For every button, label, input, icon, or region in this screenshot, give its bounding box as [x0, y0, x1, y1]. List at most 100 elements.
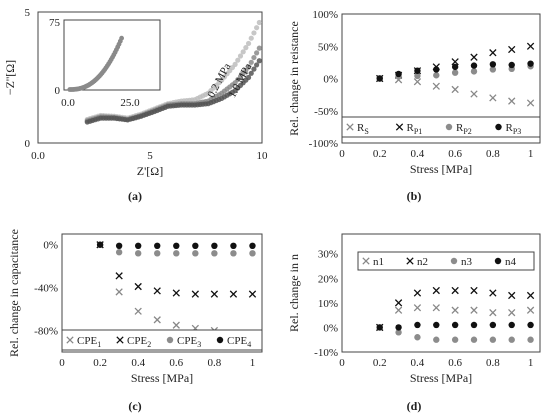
legend-marker	[66, 336, 74, 344]
data-point	[508, 61, 515, 69]
x-axis-label: Z'[Ω]	[137, 164, 163, 178]
caption-b: (b)	[407, 189, 422, 203]
legend-marker	[495, 123, 502, 131]
data-point	[173, 242, 180, 249]
data-point	[432, 82, 440, 90]
data-point	[256, 19, 262, 26]
caption-a: (a)	[128, 189, 142, 203]
data-point	[526, 291, 535, 300]
legend-box	[357, 251, 535, 271]
x-tick-label: 0.6	[448, 357, 462, 369]
data-point	[172, 321, 180, 329]
data-point	[470, 306, 478, 314]
inset-y-tick-label: 0	[55, 85, 61, 97]
data-point	[115, 242, 123, 249]
data-point	[134, 250, 142, 257]
data-point	[395, 70, 402, 78]
y-tick-label: -80%	[34, 326, 58, 338]
data-point	[451, 321, 459, 329]
y-axis-label: −Z''[Ω]	[3, 60, 17, 95]
data-point	[451, 69, 459, 76]
legend-label: n2	[417, 256, 428, 268]
legend-label-main: R	[357, 122, 365, 134]
x-tick-label: 0.2	[373, 148, 387, 160]
data-point	[413, 304, 422, 312]
legend-marker	[362, 257, 370, 265]
data-point	[433, 66, 440, 73]
x-tick-label: 0.2	[373, 357, 387, 369]
data-point	[249, 250, 256, 257]
caption-d: (d)	[407, 399, 422, 413]
data-point	[470, 321, 478, 329]
legend-label: CPE4	[227, 335, 251, 349]
y-tick-label: -10%	[314, 347, 338, 359]
data-point	[451, 63, 459, 71]
y-axis-label: Rel. change in n	[287, 254, 301, 332]
x-tick-label: 5	[147, 150, 153, 162]
data-point	[526, 42, 535, 50]
data-point	[115, 288, 123, 296]
legend-label-subscript: 4	[247, 340, 251, 349]
data-point	[376, 75, 383, 82]
data-point	[251, 66, 257, 72]
legend-label: CPE3	[177, 335, 201, 349]
y-tick-label: 20%	[318, 273, 338, 285]
data-point	[413, 78, 422, 86]
data-point	[451, 306, 459, 314]
plot-frame-a	[37, 11, 263, 144]
x-axis-label: Stress [MPa]	[131, 371, 193, 385]
legend-label-subscript: P2	[463, 127, 471, 136]
legend-label-subscript: S	[364, 127, 368, 136]
data-point	[451, 58, 459, 66]
data-point	[192, 242, 199, 249]
data-point	[210, 290, 219, 298]
data-point	[451, 336, 459, 343]
caption-c: (c)	[128, 399, 141, 413]
data-point	[470, 68, 478, 75]
legend-marker	[395, 123, 404, 131]
legend-label: n4	[505, 256, 517, 268]
data-point	[489, 336, 497, 343]
legend-label-subscript: 1	[97, 340, 101, 349]
x-tick-label: 0.6	[448, 148, 462, 160]
legend-marker	[445, 123, 453, 131]
x-tick-label: 0.8	[208, 357, 222, 369]
data-point	[489, 289, 497, 297]
data-point	[134, 242, 142, 249]
inset-x-tick-label: 25.0	[120, 97, 140, 109]
data-point	[134, 307, 142, 315]
data-point	[432, 286, 440, 295]
data-point	[154, 250, 161, 257]
plot-frame-c	[61, 233, 263, 353]
legend-label-main: CPE	[177, 335, 197, 347]
data-point	[508, 336, 515, 343]
legend-marker	[216, 336, 224, 344]
legend-label: RS	[357, 122, 369, 136]
y-tick-label: 0	[25, 138, 31, 150]
data-point	[526, 99, 535, 107]
data-point	[254, 25, 260, 31]
legend-label-main: CPE	[127, 335, 147, 347]
data-point	[245, 64, 252, 70]
y-tick-label: 0%	[323, 322, 338, 334]
legend-label-main: R	[506, 122, 514, 134]
x-tick-label: 10	[257, 150, 269, 162]
y-tick-label: 10%	[318, 298, 338, 310]
y-axis-label: Rel. change in capacitance	[7, 229, 21, 357]
inset-data-point	[119, 35, 124, 41]
x-tick-label: 1	[250, 357, 256, 369]
data-point	[235, 57, 241, 63]
data-point	[243, 45, 249, 51]
inset-y-tick-label: 75	[49, 17, 61, 29]
x-tick-label: 0.2	[93, 357, 107, 369]
data-point	[229, 290, 238, 298]
data-point	[527, 60, 534, 67]
data-point	[254, 50, 260, 56]
data-point	[470, 90, 478, 98]
data-point	[115, 249, 123, 256]
legend-label: RP1	[407, 122, 423, 136]
data-point	[394, 306, 403, 314]
panel-d: 0 0.2 0.4 0.6 0.8 1 -10% 0% 10% 20% 30% Stress [MPa…	[287, 233, 541, 385]
legend-label-main: CPE	[77, 335, 97, 347]
legend-label-main: n3	[461, 256, 473, 268]
